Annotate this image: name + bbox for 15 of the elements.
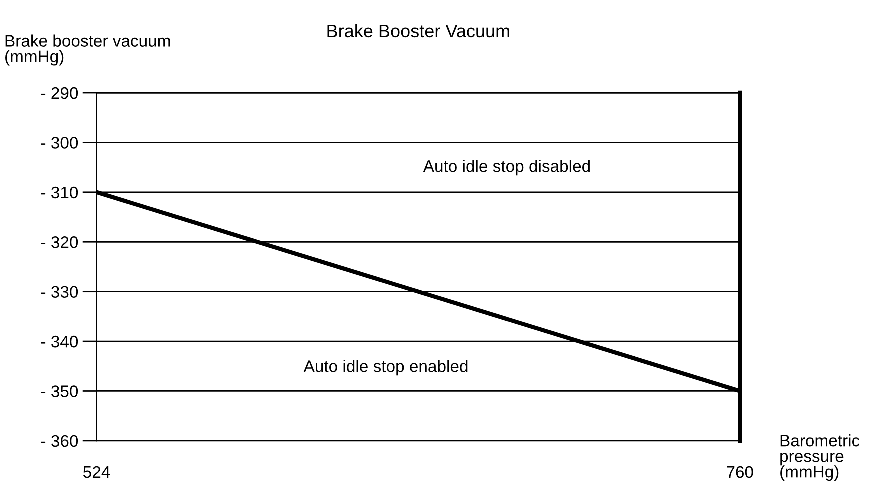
annotation: Auto idle stop disabled	[423, 160, 590, 176]
x-tick-label: 524	[84, 466, 110, 478]
x-axis-title: Barometric pressure (mmHg)	[780, 434, 860, 482]
y-tick-label: - 300	[41, 137, 78, 149]
y-tick-label: - 330	[41, 286, 78, 298]
annotation: Auto idle stop enabled	[304, 360, 468, 376]
x-tick-label: 760	[727, 466, 754, 478]
chart-title: Brake Booster Vacuum	[328, 24, 510, 38]
y-tick-label: - 290	[41, 87, 78, 100]
y-axis-title: Brake booster vacuum (mmHg)	[6, 34, 170, 66]
y-tick-label: - 340	[41, 336, 78, 348]
y-tick-label: - 320	[41, 236, 78, 248]
y-tick-label: - 360	[41, 435, 78, 448]
y-tick-label: - 350	[41, 386, 78, 398]
y-tick-label: - 310	[41, 186, 78, 199]
